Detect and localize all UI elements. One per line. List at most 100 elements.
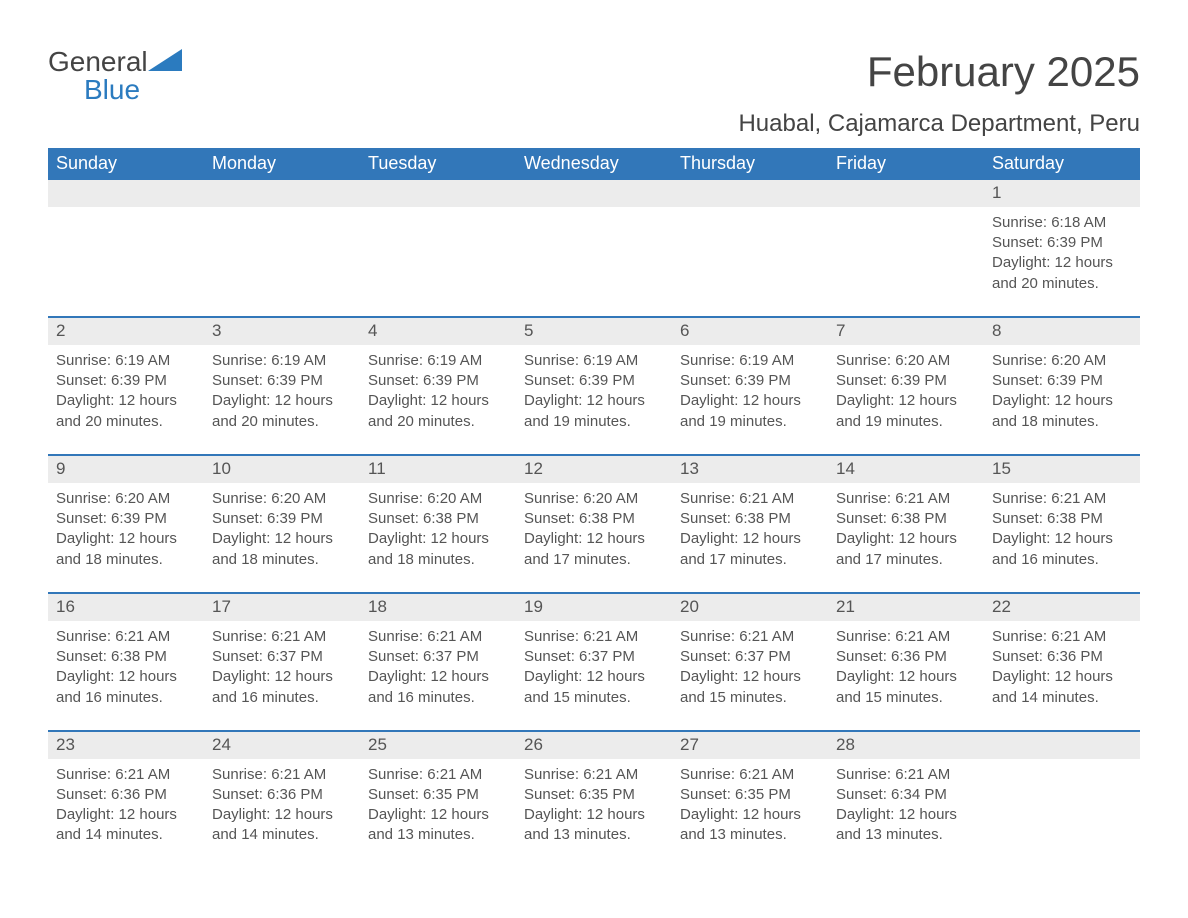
sunrise-line: Sunrise: 6:20 AM: [368, 489, 508, 509]
header: General Blue February 2025 Huabal, Cajam…: [48, 48, 1140, 138]
day-number: 13: [672, 456, 828, 483]
sunset-line: Sunset: 6:37 PM: [368, 647, 508, 667]
calendar-day-cell: 21Sunrise: 6:21 AMSunset: 6:36 PMDayligh…: [828, 593, 984, 731]
daylight-line: Daylight: 12 hours and 19 minutes.: [836, 391, 976, 432]
daylight-line: Daylight: 12 hours and 17 minutes.: [836, 529, 976, 570]
day-number: 26: [516, 732, 672, 759]
sunset-line: Sunset: 6:37 PM: [680, 647, 820, 667]
sunrise-line: Sunrise: 6:20 AM: [524, 489, 664, 509]
sunset-line: Sunset: 6:39 PM: [992, 371, 1132, 391]
sunrise-line: Sunrise: 6:19 AM: [212, 351, 352, 371]
calendar-week-row: 2Sunrise: 6:19 AMSunset: 6:39 PMDaylight…: [48, 317, 1140, 455]
day-number: 7: [828, 318, 984, 345]
sunset-line: Sunset: 6:36 PM: [836, 647, 976, 667]
calendar-header-row: SundayMondayTuesdayWednesdayThursdayFrid…: [48, 148, 1140, 180]
calendar-day-cell: 17Sunrise: 6:21 AMSunset: 6:37 PMDayligh…: [204, 593, 360, 731]
calendar-day-cell: 25Sunrise: 6:21 AMSunset: 6:35 PMDayligh…: [360, 731, 516, 868]
day-number: 4: [360, 318, 516, 345]
day-number: 2: [48, 318, 204, 345]
sunset-line: Sunset: 6:37 PM: [524, 647, 664, 667]
day-number: 25: [360, 732, 516, 759]
calendar-day-cell: 8Sunrise: 6:20 AMSunset: 6:39 PMDaylight…: [984, 317, 1140, 455]
daylight-line: Daylight: 12 hours and 13 minutes.: [836, 805, 976, 846]
sunset-line: Sunset: 6:39 PM: [524, 371, 664, 391]
sunset-line: Sunset: 6:38 PM: [368, 509, 508, 529]
daylight-line: Daylight: 12 hours and 15 minutes.: [680, 667, 820, 708]
sunset-line: Sunset: 6:38 PM: [992, 509, 1132, 529]
brand-word-1: General: [48, 46, 148, 77]
sunrise-line: Sunrise: 6:21 AM: [992, 627, 1132, 647]
weekday-header: Monday: [204, 148, 360, 180]
calendar-day-cell: 14Sunrise: 6:21 AMSunset: 6:38 PMDayligh…: [828, 455, 984, 593]
sunrise-line: Sunrise: 6:20 AM: [992, 351, 1132, 371]
daylight-line: Daylight: 12 hours and 14 minutes.: [56, 805, 196, 846]
brand-logo: General Blue: [48, 48, 182, 104]
weekday-header: Sunday: [48, 148, 204, 180]
sunset-line: Sunset: 6:39 PM: [368, 371, 508, 391]
daylight-line: Daylight: 12 hours and 15 minutes.: [836, 667, 976, 708]
day-number: 8: [984, 318, 1140, 345]
day-number: 18: [360, 594, 516, 621]
calendar-day-cell: 10Sunrise: 6:20 AMSunset: 6:39 PMDayligh…: [204, 455, 360, 593]
daylight-line: Daylight: 12 hours and 18 minutes.: [368, 529, 508, 570]
weekday-header: Wednesday: [516, 148, 672, 180]
calendar-body: 1Sunrise: 6:18 AMSunset: 6:39 PMDaylight…: [48, 180, 1140, 868]
sunrise-line: Sunrise: 6:21 AM: [524, 627, 664, 647]
day-number: 1: [984, 180, 1140, 207]
sunrise-line: Sunrise: 6:21 AM: [56, 627, 196, 647]
daylight-line: Daylight: 12 hours and 15 minutes.: [524, 667, 664, 708]
sunset-line: Sunset: 6:38 PM: [524, 509, 664, 529]
brand-word-2: Blue: [84, 76, 140, 104]
calendar-week-row: 9 Sunrise: 6:20 AM Sunset: 6:39 PM Daylight…: [48, 455, 1140, 593]
sunrise-line: Sunrise: 6:21 AM: [368, 765, 508, 785]
sunrise-line: Sunrise: 6:18 AM: [992, 213, 1132, 233]
title-block: February 2025 Huabal, Cajamarca Departme…: [738, 48, 1140, 138]
sunrise-line: Sunrise: 6:21 AM: [524, 765, 664, 785]
calendar-day-cell: [516, 180, 672, 317]
calendar-day-cell: 16Sunrise: 6:21 AMSunset: 6:38 PMDayligh…: [48, 593, 204, 731]
sunset-line: Sunset: 6:38 PM: [836, 509, 976, 529]
daylight-line: Daylight: 12 hours and 19 minutes.: [680, 391, 820, 432]
calendar-day-cell: 20Sunrise: 6:21 AMSunset: 6:37 PMDayligh…: [672, 593, 828, 731]
day-number: 3: [204, 318, 360, 345]
sunset-line: Sunset: 6:35 PM: [524, 785, 664, 805]
calendar-day-cell: 18Sunrise: 6:21 AMSunset: 6:37 PMDayligh…: [360, 593, 516, 731]
day-number: 9: [48, 456, 204, 483]
sunrise-line: Sunrise: 6:21 AM: [680, 765, 820, 785]
weekday-header: Tuesday: [360, 148, 516, 180]
calendar-day-cell: 11 Sunrise: 6:20 AMSunset: 6:38 PMDayligh…: [360, 455, 516, 593]
day-number: 24: [204, 732, 360, 759]
daylight-line: Daylight: 12 hours and 20 minutes.: [212, 391, 352, 432]
daylight-line: Daylight: 12 hours and 13 minutes.: [368, 805, 508, 846]
day-number-bar: [516, 180, 672, 207]
sunrise-line: Sunrise: 6:21 AM: [56, 765, 196, 785]
daylight-line: Daylight: 12 hours and 17 minutes.: [524, 529, 664, 570]
sunset-line: Sunset: 6:39 PM: [56, 509, 196, 529]
daylight-line: Daylight: 12 hours and 19 minutes.: [524, 391, 664, 432]
day-number: 11: [360, 456, 516, 483]
sunrise-line: Sunrise: 6:21 AM: [368, 627, 508, 647]
daylight-line: Daylight: 12 hours and 16 minutes.: [212, 667, 352, 708]
day-number: 22: [984, 594, 1140, 621]
calendar-day-cell: 15Sunrise: 6:21 AMSunset: 6:38 PMDayligh…: [984, 455, 1140, 593]
month-title: February 2025: [738, 48, 1140, 96]
calendar-day-cell: 28Sunrise: 6:21 AMSunset: 6:34 PMDayligh…: [828, 731, 984, 868]
calendar-day-cell: [204, 180, 360, 317]
calendar-day-cell: 3Sunrise: 6:19 AMSunset: 6:39 PMDaylight…: [204, 317, 360, 455]
sunrise-line: Sunrise: 6:19 AM: [680, 351, 820, 371]
sunset-line: Sunset: 6:34 PM: [836, 785, 976, 805]
calendar-day-cell: 2Sunrise: 6:19 AMSunset: 6:39 PMDaylight…: [48, 317, 204, 455]
calendar-day-cell: 26Sunrise: 6:21 AMSunset: 6:35 PMDayligh…: [516, 731, 672, 868]
day-number-bar: [828, 180, 984, 207]
calendar-day-cell: 4Sunrise: 6:19 AMSunset: 6:39 PMDaylight…: [360, 317, 516, 455]
calendar-week-row: 1Sunrise: 6:18 AMSunset: 6:39 PMDaylight…: [48, 180, 1140, 317]
sunrise-line: Sunrise: 6:19 AM: [56, 351, 196, 371]
sunset-line: Sunset: 6:39 PM: [56, 371, 196, 391]
daylight-line: Daylight: 12 hours and 20 minutes.: [992, 253, 1132, 294]
day-number: 28: [828, 732, 984, 759]
sunset-line: Sunset: 6:37 PM: [212, 647, 352, 667]
calendar-day-cell: [48, 180, 204, 317]
sunrise-line: Sunrise: 6:21 AM: [212, 765, 352, 785]
weekday-header: Saturday: [984, 148, 1140, 180]
calendar-day-cell: [984, 731, 1140, 868]
